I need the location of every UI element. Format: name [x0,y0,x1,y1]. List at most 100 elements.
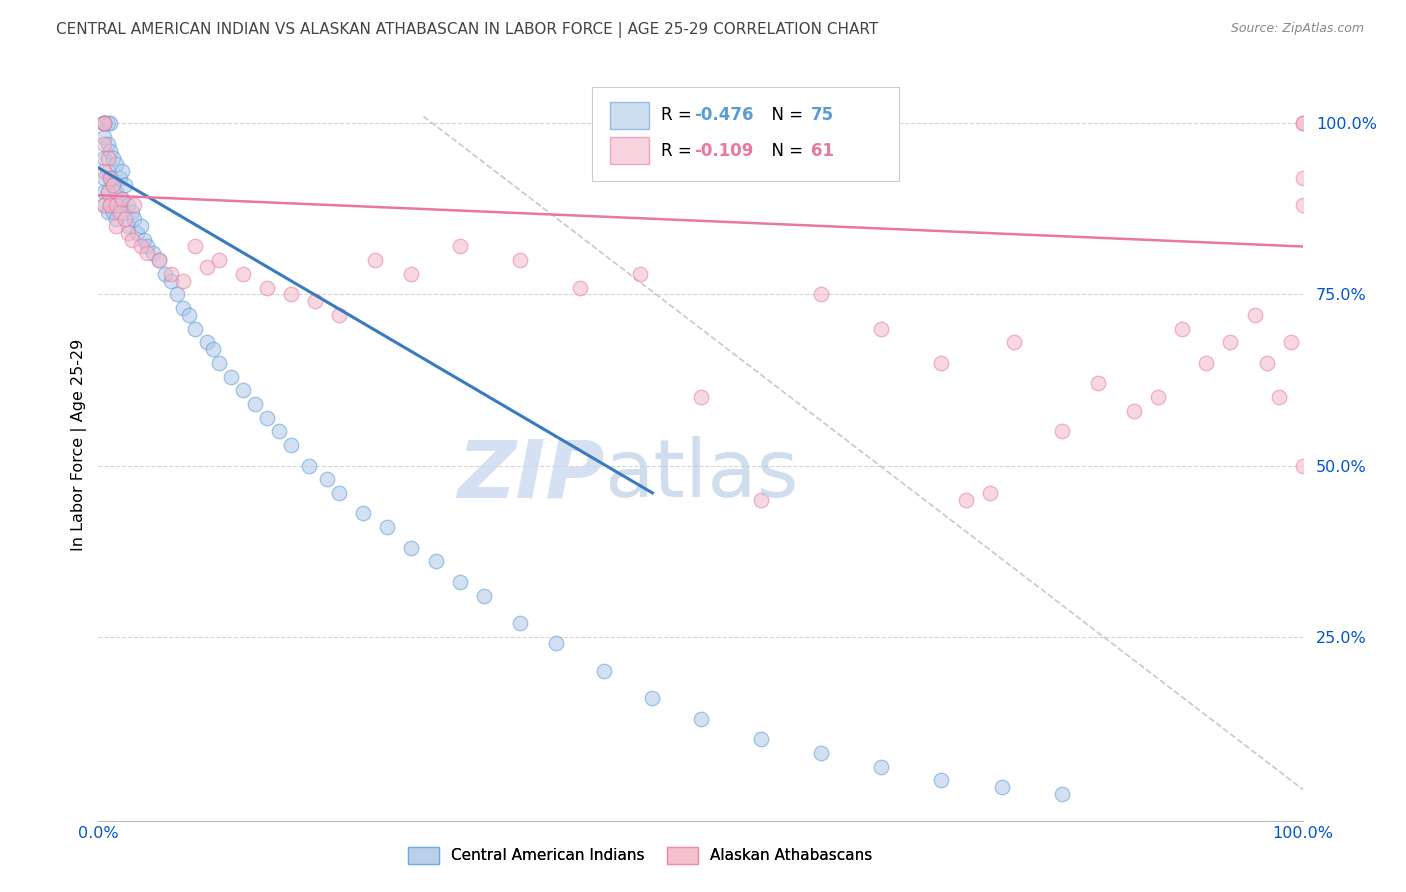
Point [208,356,231,370]
Point [97,205,120,219]
Point [1123,403,1146,417]
Point [159,267,181,281]
Point [990,780,1012,795]
Point [93,151,115,165]
Point [135,246,157,260]
FancyBboxPatch shape [592,87,900,181]
Point [1292,458,1315,473]
Point [1267,390,1289,404]
Text: R =: R = [661,106,697,124]
Point [134,233,156,247]
Point [111,164,134,178]
Text: N =: N = [761,106,808,124]
Point [117,198,139,212]
Point [172,301,194,315]
Point [117,226,139,240]
Point [243,397,266,411]
Point [377,520,399,534]
Point [810,287,832,301]
Point [593,664,616,678]
Point [183,321,205,335]
Point [153,267,176,281]
Point [328,486,350,500]
Point [100,171,122,186]
Point [195,335,218,350]
Point [159,274,181,288]
Text: 75: 75 [811,106,835,124]
Point [208,253,231,268]
Point [1256,356,1278,370]
Point [93,198,115,212]
Point [1002,335,1025,350]
Point [931,356,953,370]
Point [108,198,131,212]
Point [201,342,224,356]
Point [183,239,205,253]
Point [101,205,124,219]
Point [105,212,128,227]
Point [509,253,531,268]
Point [219,369,242,384]
Point [105,157,128,171]
Point [101,178,124,192]
Point [1087,376,1109,391]
Point [749,492,772,507]
Point [141,246,163,260]
Point [979,486,1001,500]
Point [810,746,832,760]
Point [93,171,115,186]
Point [93,130,115,145]
Point [93,116,115,130]
Point [93,116,115,130]
Point [1292,116,1315,130]
Point [425,554,447,568]
Text: N =: N = [761,142,808,160]
Point [93,116,115,130]
Point [1171,321,1194,335]
Point [689,712,711,726]
Point [689,390,711,404]
Point [114,178,136,192]
Point [298,458,321,473]
Point [472,589,495,603]
Point [544,636,567,650]
Point [125,226,148,240]
Point [1243,308,1265,322]
Point [108,205,131,219]
Point [97,185,120,199]
Point [870,760,893,774]
Point [93,116,115,130]
Point [93,136,115,151]
Text: CENTRAL AMERICAN INDIAN VS ALASKAN ATHABASCAN IN LABOR FORCE | AGE 25-29 CORRELA: CENTRAL AMERICAN INDIAN VS ALASKAN ATHAB… [56,22,879,38]
Point [870,321,893,335]
Point [267,425,290,439]
Point [111,192,134,206]
Point [100,171,122,186]
Point [1292,116,1315,130]
Point [101,151,124,165]
Point [105,219,128,233]
Point [352,507,374,521]
Point [328,308,350,322]
Point [97,185,120,199]
Point [101,178,124,192]
Point [148,253,170,268]
Point [304,294,326,309]
Point [148,253,170,268]
Point [114,212,136,227]
Point [280,287,302,301]
Point [569,280,592,294]
Point [97,136,120,151]
Point [401,541,423,555]
Point [97,116,120,130]
Point [195,260,218,274]
Point [93,185,115,199]
Point [449,239,471,253]
Point [509,615,531,630]
Point [1050,425,1073,439]
Point [232,383,254,397]
Point [100,144,122,158]
Point [93,116,115,130]
Point [93,116,115,130]
Point [97,164,120,178]
